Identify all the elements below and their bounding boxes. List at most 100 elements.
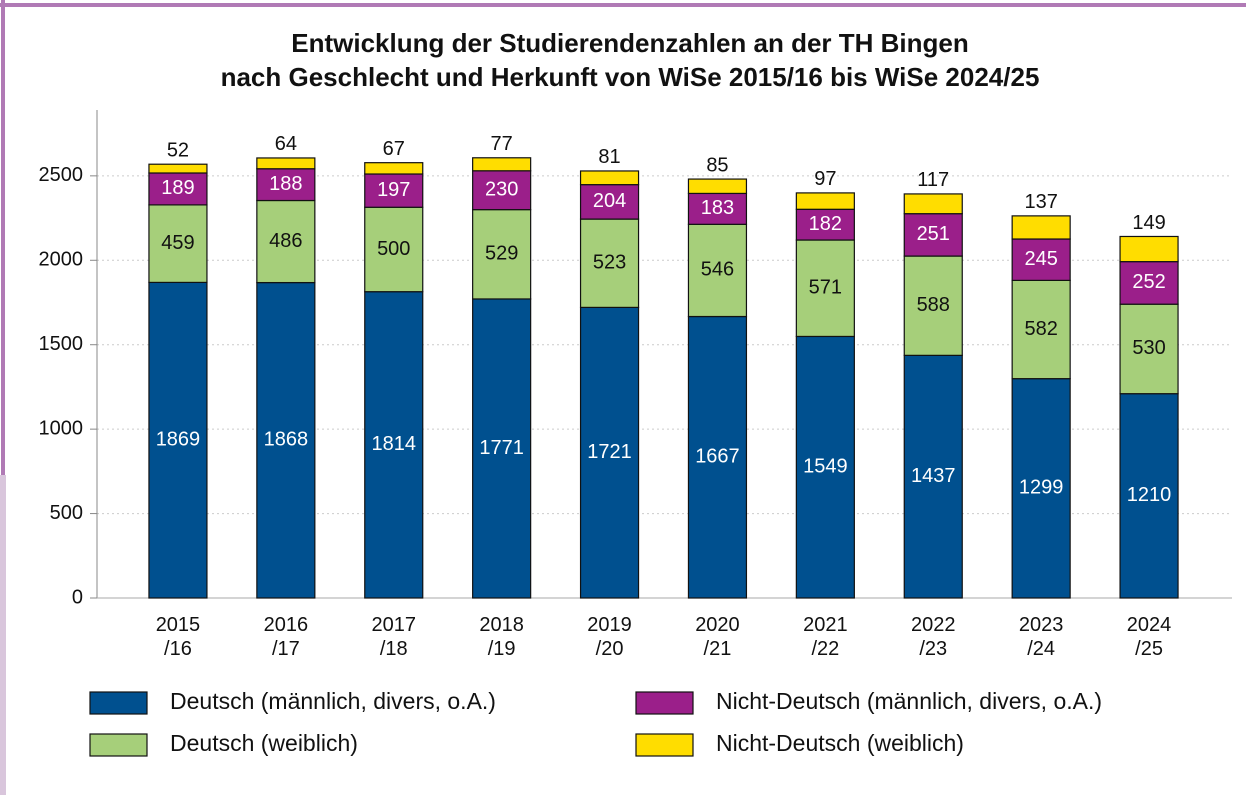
data-label: 582 [1024,318,1057,340]
data-label: 1667 [695,446,740,468]
data-label: 1437 [911,465,956,487]
data-label: 530 [1132,337,1165,359]
x-tick-label: 2015/16 [156,614,201,660]
data-label: 1299 [1019,477,1064,499]
bar-segment [1011,279,1071,380]
y-tick-label: 500 [50,502,83,524]
data-label: 529 [485,243,518,265]
y-tick-label: 0 [72,586,83,608]
bar-segment [472,157,532,172]
bar-segment [579,218,640,308]
data-label: 149 [1132,212,1165,234]
x-tick-label: 2017/18 [372,614,417,660]
bar-segment [256,199,316,284]
bar-segment [579,306,640,599]
data-label: 1869 [156,428,201,450]
bar-segment [256,157,316,170]
legend-swatch [89,691,148,715]
legend-swatch [635,691,694,715]
data-label: 252 [1132,271,1165,293]
data-label: 486 [269,230,302,252]
data-label: 97 [814,168,836,190]
bar-segment [472,209,532,300]
bar-segment [472,298,532,599]
bar-segment [148,163,208,174]
bar-segment [364,162,424,175]
x-tick-label: 2024/25 [1127,614,1172,660]
data-label: 1549 [803,456,848,478]
bar-segment [903,213,963,257]
bar-segment [472,170,532,211]
y-tick-label: 2000 [39,249,84,271]
data-label: 459 [161,232,194,254]
data-label: 81 [598,146,620,168]
bar-segment [256,281,316,599]
x-tick-label: 2021/22 [803,614,848,660]
bar-segment [148,172,208,206]
data-label: 1771 [479,437,524,459]
data-label: 188 [269,173,302,195]
x-tick-label: 2018/19 [479,614,524,660]
x-tick-label: 2016/17 [264,614,309,660]
bar-segment [364,291,424,599]
data-label: 251 [917,223,950,245]
legend-swatch [635,733,694,757]
data-label: 77 [491,133,513,155]
data-label: 1814 [372,433,417,455]
bar-segment [795,335,855,599]
bar-segment [1119,261,1179,305]
bar-segment [148,204,208,284]
data-label: 117 [917,169,949,191]
data-label: 189 [161,177,194,199]
data-label: 1721 [587,441,632,463]
legend-label: Nicht-Deutsch (weiblich) [716,730,964,756]
data-label: 1210 [1127,484,1172,506]
data-label: 245 [1024,248,1057,270]
bar-segment [1119,393,1179,599]
data-label: 588 [917,294,950,316]
bar-segment [364,206,424,293]
data-label: 85 [706,154,728,176]
data-label: 67 [383,138,405,160]
bar-segment [687,192,748,225]
bar-segment [903,255,963,356]
data-label: 1868 [264,429,309,451]
bar-segment [579,184,640,220]
data-label: 230 [485,178,518,200]
data-label: 204 [593,190,626,212]
bar-segment [795,239,855,338]
data-label: 197 [377,179,410,201]
bar-segment [579,170,640,186]
bar-segment [687,178,748,195]
data-label: 571 [809,277,842,299]
x-tick-label: 2022/23 [911,614,956,660]
data-label: 137 [1024,191,1057,213]
y-tick-label: 1500 [39,333,84,355]
data-label: 523 [593,252,626,274]
data-label: 64 [275,133,297,155]
data-label: 183 [701,197,734,219]
x-tick-label: 2019/20 [587,614,632,660]
x-tick-label: 2020/21 [695,614,740,660]
x-tick-label: 2023/24 [1019,614,1064,660]
legend-swatch [89,733,148,757]
legend-label: Deutsch (männlich, divers, o.A.) [170,688,496,714]
bar-segment [1119,235,1179,263]
legend-label: Deutsch (weiblich) [170,730,358,756]
data-label: 500 [377,238,410,260]
bar-segment [903,193,963,215]
y-tick-label: 1000 [39,417,84,439]
bar-segment [256,168,316,202]
y-tick-label: 2500 [39,164,84,186]
bar-segment [795,192,855,210]
data-label: 546 [701,259,734,281]
bar-segment [903,354,963,599]
data-label: 52 [167,139,189,161]
bar-segment [1011,215,1071,240]
bar-segment [1011,378,1071,599]
data-label: 182 [809,213,842,235]
legend-label: Nicht-Deutsch (männlich, divers, o.A.) [716,688,1102,714]
chart-title: nach Geschlecht und Herkunft von WiSe 20… [221,62,1040,92]
bar-segment [1011,238,1071,281]
